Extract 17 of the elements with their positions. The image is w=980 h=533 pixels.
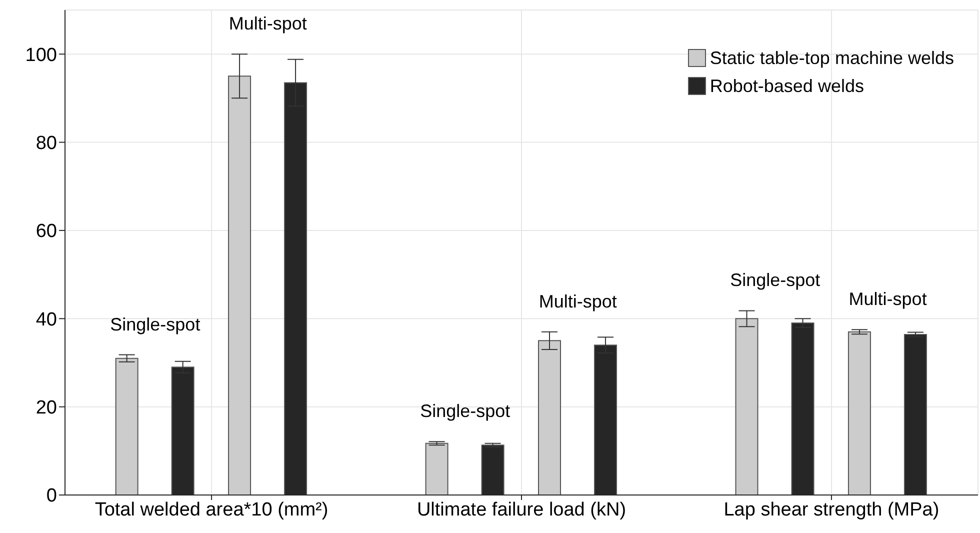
- y-tick-label: 80: [36, 133, 57, 154]
- y-tick-label: 20: [36, 398, 57, 419]
- y-tick-label: 100: [25, 44, 57, 66]
- text: Lap shear strength (MPa): [724, 499, 940, 520]
- y-tick-label: 0: [46, 486, 57, 507]
- x-tick-label: Multi-spot: [538, 291, 617, 312]
- x-tick-label: Multi-spot: [848, 289, 927, 310]
- x-tick-label: Multi-spot: [228, 14, 307, 34]
- legend-label: Static table-top machine welds: [710, 47, 954, 70]
- x-tick-label: Single-spot: [420, 401, 510, 422]
- x-tick-label: Single-spot: [730, 270, 820, 290]
- x-tick-label: Single-spot: [110, 314, 200, 334]
- legend-label: Robot-based welds: [710, 75, 864, 98]
- text: Total welded area*10 (mm²): [94, 499, 328, 520]
- y-tick-label: 40: [36, 309, 57, 330]
- y-tick-label: 60: [36, 221, 57, 242]
- text: Ultimate failure load (kN): [416, 499, 626, 520]
